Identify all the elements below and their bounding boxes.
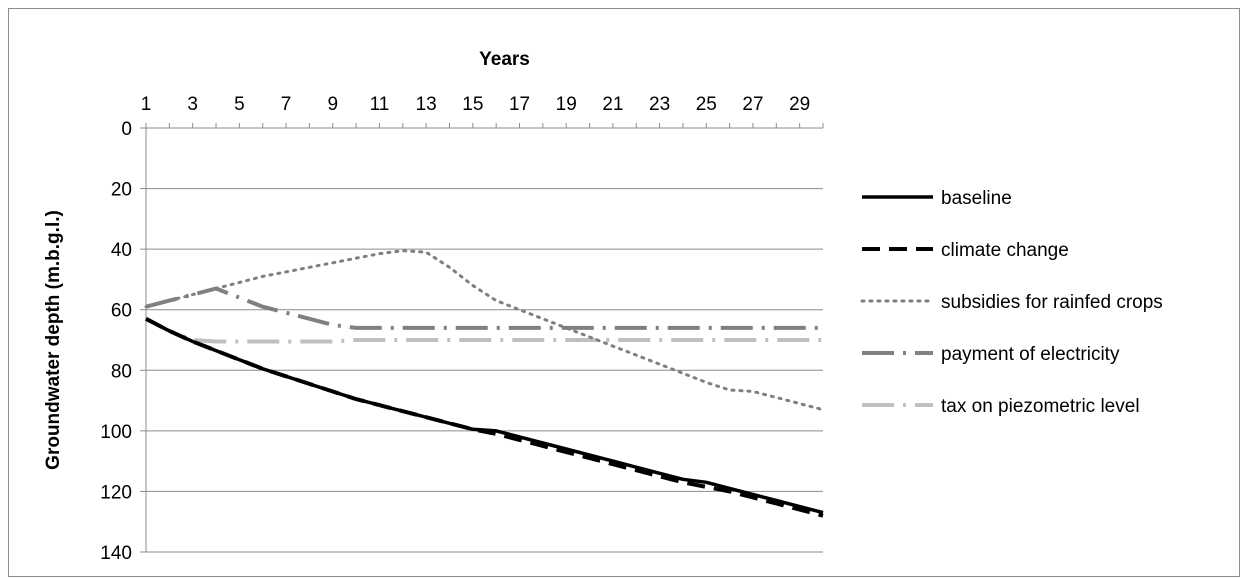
series-line-payment-of-electricity	[145, 286, 823, 330]
legend-label: baseline	[941, 188, 1012, 209]
x-tick-label: 1	[141, 94, 152, 115]
x-tick-label: 19	[556, 94, 577, 115]
y-tick-label: 20	[111, 180, 132, 201]
y-tick-label: 120	[100, 482, 132, 503]
x-tick-label: 17	[509, 94, 530, 115]
x-tick-label: 13	[416, 94, 437, 115]
x-tick-label: 3	[187, 94, 198, 115]
legend-label: payment of electricity	[941, 344, 1120, 365]
series-line-tax-on-piezometric-level	[145, 317, 823, 344]
y-tick-label: 140	[100, 543, 132, 564]
legend-label: climate change	[941, 240, 1069, 261]
x-tick-label: 9	[327, 94, 338, 115]
y-tick-label: 100	[100, 422, 132, 443]
y-tick-label: 80	[111, 361, 132, 382]
x-tick-label: 11	[370, 94, 390, 115]
x-tick-label: 25	[696, 94, 717, 115]
series-line-baseline	[145, 317, 824, 515]
x-axis-title: Years	[479, 49, 530, 70]
legend-label: tax on piezometric level	[941, 396, 1140, 417]
y-tick-label: 40	[111, 240, 132, 261]
x-tick-label: 29	[789, 94, 810, 115]
legend: baseline climate change subsidies for rain…	[860, 188, 1163, 417]
series-line-subsidies-for-rainfed-crops	[144, 249, 825, 412]
y-axis-title: Groundwater depth (m.b.g.l.)	[43, 210, 64, 470]
x-tick-label: 15	[462, 94, 483, 115]
x-tick-label: 27	[742, 94, 763, 115]
series-lines	[144, 249, 825, 518]
x-tick-label: 21	[602, 94, 623, 115]
y-tick-label: 60	[111, 301, 132, 322]
chart-frame: 0 20 40 60 80 100 120 140 1 3 5 7 9 11 13 15 17 19 21 23 25 2…	[8, 8, 1240, 577]
x-tick-label: 5	[234, 94, 245, 115]
y-tick-label: 0	[121, 119, 132, 140]
x-tick-label: 23	[649, 94, 670, 115]
x-tick-label: 7	[281, 94, 292, 115]
gridlines	[146, 188, 823, 553]
legend-label: subsidies for rainfed crops	[941, 292, 1163, 313]
